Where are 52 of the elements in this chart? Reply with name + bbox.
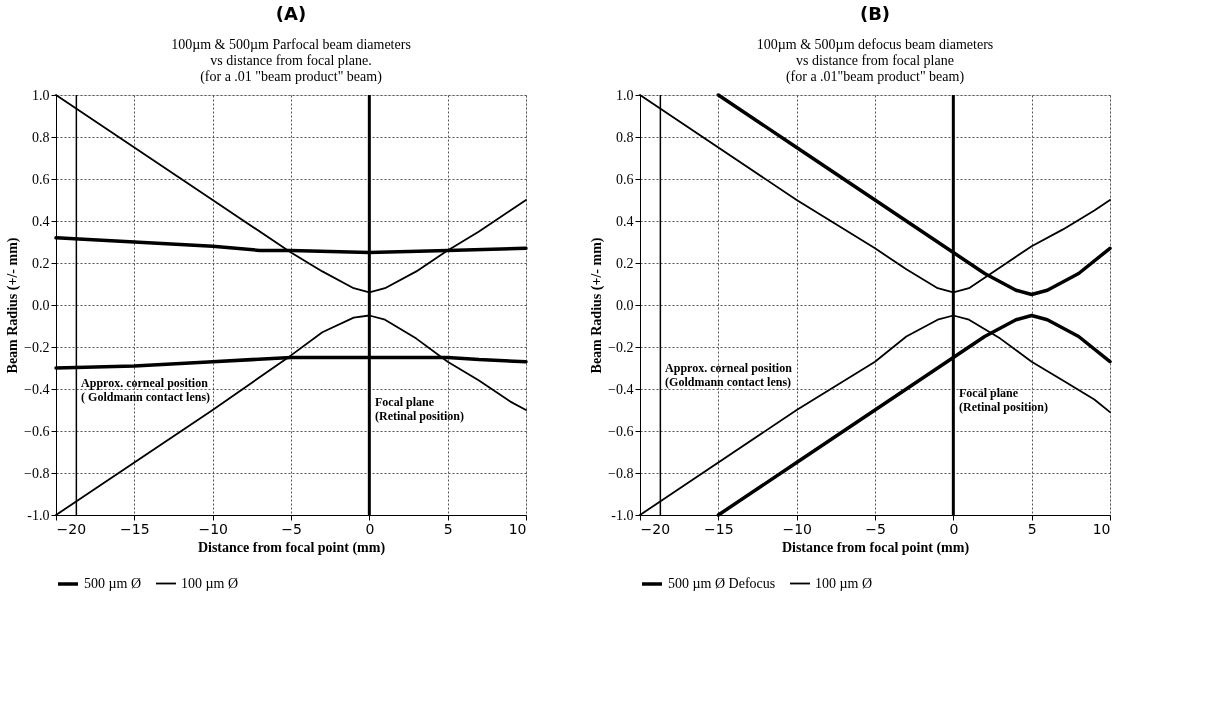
x-tick-label: −20 — [56, 520, 87, 537]
ref-line-label: Focal plane (Retinal position) — [958, 386, 1048, 415]
x-tick-label: −15 — [120, 520, 150, 537]
legend-label: 500 µm Ø — [84, 576, 142, 591]
x-tick-label: 10 — [1092, 520, 1111, 537]
legend-label: 100 µm Ø — [815, 575, 873, 591]
x-tick-label: −5 — [865, 520, 886, 537]
x-tick-label: 10 — [508, 520, 527, 537]
ref-line-label: Focal plane (Retinal position) — [374, 394, 464, 423]
y-tick-label: 1.0 — [616, 87, 634, 103]
y-tick-label: −0.8 — [608, 465, 634, 481]
y-tick-label: 0.4 — [616, 213, 634, 229]
ref-line-label: Approx. corneal position (Goldmann contact lens) — [665, 361, 793, 389]
y-tick-label: 0.0 — [616, 297, 634, 313]
y-tick-label: 0.2 — [32, 255, 50, 271]
y-tick-label: 0.2 — [616, 255, 634, 271]
y-tick-label: 0.8 — [32, 129, 50, 145]
legend-label: 500 µm Ø Defocus — [668, 576, 776, 591]
y-tick-label: −0.4 — [24, 381, 50, 397]
legend-label: 100 µm Ø — [181, 575, 239, 591]
y-tick-label: 0.6 — [616, 171, 634, 187]
x-tick-label: −20 — [640, 520, 671, 537]
y-tick-label: −0.2 — [608, 339, 634, 355]
chart-title: (B) — [859, 3, 891, 24]
x-tick-label: −10 — [198, 520, 228, 537]
chart-subtitle: 100µm & 500µm Parfocal beam diameters vs distance from focal plane. (for a .01 "beam product" beam) — [171, 37, 411, 85]
x-axis-title: Distance from focal point (mm) — [781, 539, 970, 556]
chart-subtitle: 100µm & 500µm defocus beam diameters vs distance from focal plane (for a .01"beam product" beam) — [756, 37, 994, 85]
ref-line-label: Approx. corneal position ( Goldmann contact lens) — [81, 375, 211, 404]
y-tick-label: 0.6 — [32, 171, 50, 187]
y-tick-label: 1.0 — [32, 87, 50, 103]
chart-title: (A) — [275, 3, 307, 24]
x-tick-label: −15 — [704, 520, 734, 537]
x-tick-label: 5 — [1027, 520, 1037, 537]
x-tick-label: −10 — [782, 520, 812, 537]
y-tick-label: -1.0 — [611, 507, 634, 523]
y-tick-label: −0.2 — [24, 339, 50, 355]
x-tick-label: 5 — [443, 520, 453, 537]
y-tick-label: 0.8 — [616, 129, 634, 145]
y-tick-label: 0.0 — [32, 297, 50, 313]
y-tick-label: -1.0 — [27, 507, 50, 523]
x-tick-label: 0 — [365, 520, 375, 537]
y-axis-title: Beam Radius (+/- mm) — [589, 237, 606, 374]
x-axis-title: Distance from focal point (mm) — [197, 539, 386, 556]
y-tick-label: 0.4 — [32, 213, 50, 229]
x-tick-label: −5 — [281, 520, 302, 537]
x-tick-label: 0 — [949, 520, 959, 537]
y-tick-label: −0.6 — [24, 423, 50, 439]
y-tick-label: −0.8 — [24, 465, 50, 481]
y-axis-title: Beam Radius (+/- mm) — [5, 237, 22, 374]
y-tick-label: −0.4 — [608, 381, 634, 397]
y-tick-label: −0.6 — [608, 423, 634, 439]
